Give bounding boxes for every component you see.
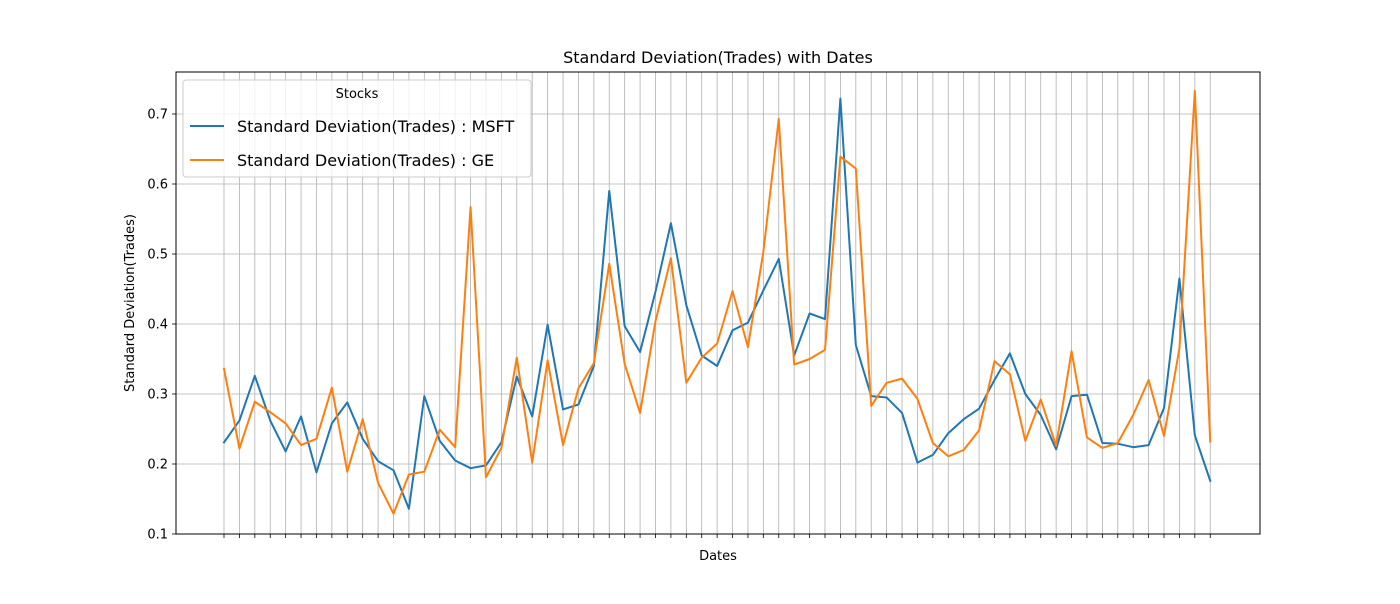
x-ticks (223, 534, 1211, 538)
plot-frame (175, 71, 1261, 535)
y-tick-label: 0.4 (147, 318, 168, 333)
y-tick-label: 0.3 (147, 388, 168, 403)
series-line-ge (222, 89, 1212, 515)
chart-title: Standard Deviation(Trades) with Dates (563, 48, 873, 67)
series-line-msft (222, 97, 1212, 510)
legend-label-msft: Standard Deviation(Trades) : MSFT (237, 117, 514, 136)
series-layer (222, 89, 1212, 515)
legend-box (182, 79, 532, 178)
legend: Stocks Standard Deviation(Trades) : MSFT… (182, 79, 532, 178)
y-tick-label: 0.2 (147, 458, 168, 473)
x-axis-label: Dates (699, 549, 737, 564)
legend-label-ge: Standard Deviation(Trades) : GE (237, 151, 494, 170)
y-tick-label: 0.6 (147, 178, 168, 193)
y-tick-label: 0.5 (147, 248, 168, 263)
legend-title: Stocks (336, 87, 379, 102)
y-tick-label: 0.7 (147, 108, 168, 123)
y-axis-label: Standard Deviation(Trades) (123, 214, 138, 392)
y-ticks: 0.1 0.2 0.3 0.4 0.5 0.6 0.7 (147, 108, 176, 543)
y-tick-label: 0.1 (147, 528, 168, 543)
